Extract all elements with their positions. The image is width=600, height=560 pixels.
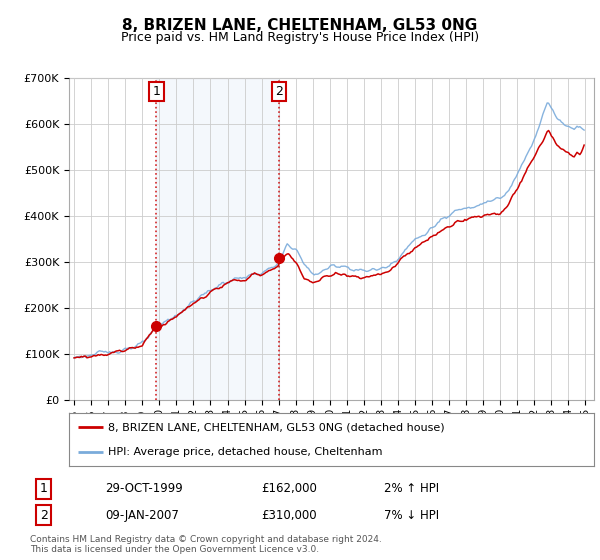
Text: £162,000: £162,000 <box>261 482 317 496</box>
Text: 09-JAN-2007: 09-JAN-2007 <box>105 508 179 522</box>
Text: 8, BRIZEN LANE, CHELTENHAM, GL53 0NG (detached house): 8, BRIZEN LANE, CHELTENHAM, GL53 0NG (de… <box>109 422 445 432</box>
Text: £310,000: £310,000 <box>261 508 317 522</box>
Text: 2% ↑ HPI: 2% ↑ HPI <box>384 482 439 496</box>
Text: Price paid vs. HM Land Registry's House Price Index (HPI): Price paid vs. HM Land Registry's House … <box>121 31 479 44</box>
Text: Contains HM Land Registry data © Crown copyright and database right 2024.
This d: Contains HM Land Registry data © Crown c… <box>30 535 382 554</box>
Text: HPI: Average price, detached house, Cheltenham: HPI: Average price, detached house, Chel… <box>109 446 383 456</box>
Text: 8, BRIZEN LANE, CHELTENHAM, GL53 0NG: 8, BRIZEN LANE, CHELTENHAM, GL53 0NG <box>122 18 478 33</box>
Text: 2: 2 <box>40 508 48 522</box>
Text: 1: 1 <box>40 482 48 496</box>
Text: 29-OCT-1999: 29-OCT-1999 <box>105 482 183 496</box>
Text: 1: 1 <box>152 85 160 98</box>
Text: 7% ↓ HPI: 7% ↓ HPI <box>384 508 439 522</box>
Text: 2: 2 <box>275 85 283 98</box>
Bar <box>157 78 279 400</box>
